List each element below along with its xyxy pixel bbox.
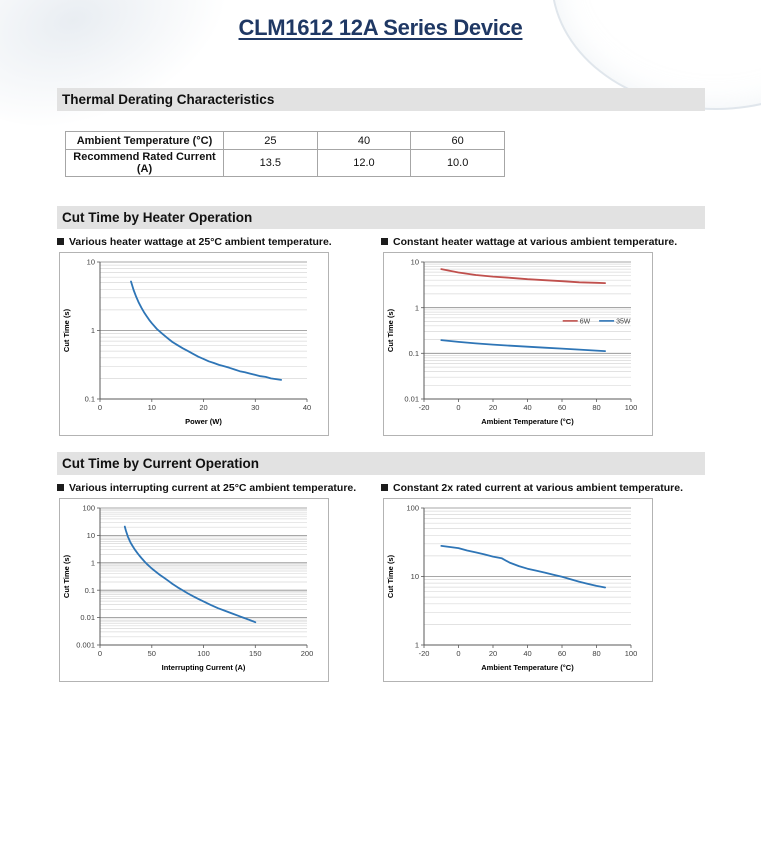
table-row: Ambient Temperature (°C) 25 40 60 [65,131,505,150]
svg-text:0.1: 0.1 [409,349,419,358]
svg-text:10: 10 [411,258,419,267]
current-operation-chart-row: Various interrupting current at 25°C amb… [57,481,705,682]
svg-text:1: 1 [415,641,419,650]
section-heading-text: Cut Time by Heater Operation [62,210,253,225]
chart-caption-text: Constant 2x rated current at various amb… [393,481,683,494]
chart-interrupting-current: 0.001 0.01 0.1 1 10 100 0 50 100 150 200 Interrupti… [59,498,329,682]
section-heading-heater-operation: Cut Time by Heater Operation [57,206,705,229]
heater-operation-chart-row: Various heater wattage at 25°C ambient t… [57,235,705,436]
chart-heater-ambient: 0.01 0.1 1 10 -20 0 20 40 60 80 100 6W 35W Ambient Te… [383,252,653,436]
svg-text:100: 100 [625,649,638,658]
table-cell: 25 [223,131,318,150]
svg-text:Power (W): Power (W) [185,417,222,426]
svg-text:10: 10 [87,258,95,267]
svg-text:40: 40 [523,403,531,412]
square-bullet-icon [381,238,388,245]
svg-text:80: 80 [592,403,600,412]
table-row-label: Recommend Rated Current (A) [65,149,224,177]
table-row: Recommend Rated Current (A) 13.5 12.0 10.0 [65,149,505,177]
svg-text:0.1: 0.1 [85,395,95,404]
svg-text:Interrupting Current (A): Interrupting Current (A) [162,663,246,672]
svg-text:Ambient Temperature (°C): Ambient Temperature (°C) [481,663,574,672]
square-bullet-icon [57,484,64,491]
svg-text:-20: -20 [419,649,430,658]
svg-text:10: 10 [87,531,95,540]
svg-text:0: 0 [98,403,102,412]
chart-caption-text: Various interrupting current at 25°C amb… [69,481,357,494]
chart-heater-wattage-svg: 0.1 1 10 0 10 20 30 40 Power (W) Cut Time (s) [62,258,311,426]
svg-text:1: 1 [91,326,95,335]
table-row-label: Ambient Temperature (°C) [65,131,224,150]
svg-text:0.001: 0.001 [76,641,95,650]
section-heading-text: Thermal Derating Characteristics [62,92,275,107]
svg-text:Cut Time (s): Cut Time (s) [386,308,395,352]
chart-rated-current-ambient-svg: 1 10 100 -20 0 20 40 60 80 100 Ambient Temperature… [386,504,638,672]
section-heading-text: Cut Time by Current Operation [62,456,260,471]
svg-text:-20: -20 [419,403,430,412]
svg-text:Ambient Temperature (°C): Ambient Temperature (°C) [481,417,574,426]
page-content: Thermal Derating Characteristics Ambient… [57,88,705,682]
svg-text:40: 40 [303,403,311,412]
svg-text:6W: 6W [580,319,591,326]
table-cell: 40 [316,131,412,150]
chart-caption-heater-wattage: Various heater wattage at 25°C ambient t… [57,235,381,248]
heater-wattage-chart-column: Various heater wattage at 25°C ambient t… [57,235,381,436]
svg-text:Cut Time (s): Cut Time (s) [386,554,395,598]
svg-text:0.01: 0.01 [80,613,95,622]
svg-text:0: 0 [456,649,460,658]
interrupting-current-chart-column: Various interrupting current at 25°C amb… [57,481,381,682]
thermal-derating-table: Ambient Temperature (°C) 25 40 60 Recommend … [65,131,505,177]
svg-text:Cut Time (s): Cut Time (s) [62,308,71,352]
table-cell: 10.0 [410,149,505,177]
svg-text:100: 100 [625,403,638,412]
svg-text:0.01: 0.01 [404,395,419,404]
heater-ambient-chart-column: Constant heater wattage at various ambie… [381,235,705,436]
svg-text:1: 1 [415,303,419,312]
svg-text:60: 60 [558,649,566,658]
svg-text:200: 200 [301,649,314,658]
chart-heater-wattage: 0.1 1 10 0 10 20 30 40 Power (W) Cut Time (s) [59,252,329,436]
chart-heater-ambient-svg: 0.01 0.1 1 10 -20 0 20 40 60 80 100 6W 35W Ambient Te… [386,258,638,426]
svg-text:0: 0 [98,649,102,658]
svg-text:30: 30 [251,403,259,412]
svg-text:20: 20 [199,403,207,412]
chart-rated-current-ambient: 1 10 100 -20 0 20 40 60 80 100 Ambient Temperature… [383,498,653,682]
rated-current-ambient-chart-column: Constant 2x rated current at various amb… [381,481,705,682]
square-bullet-icon [381,484,388,491]
thermal-derating-table-body: Ambient Temperature (°C) 25 40 60 Recommend … [65,131,505,177]
section-heading-current-operation: Cut Time by Current Operation [57,452,705,475]
svg-text:40: 40 [523,649,531,658]
svg-text:100: 100 [197,649,210,658]
svg-text:10: 10 [411,572,419,581]
section-heading-thermal-derating: Thermal Derating Characteristics [57,88,705,111]
table-cell: 60 [410,131,505,150]
svg-text:10: 10 [148,403,156,412]
svg-text:80: 80 [592,649,600,658]
svg-text:20: 20 [489,649,497,658]
page-title: CLM1612 12A Series Device [238,15,523,40]
chart-interrupting-current-svg: 0.001 0.01 0.1 1 10 100 0 50 100 150 200 Interrupti… [62,504,314,672]
svg-text:0.1: 0.1 [85,586,95,595]
svg-text:100: 100 [406,504,419,513]
svg-text:20: 20 [489,403,497,412]
svg-text:100: 100 [82,504,95,513]
svg-text:150: 150 [249,649,262,658]
svg-text:50: 50 [148,649,156,658]
table-cell: 12.0 [316,149,412,177]
svg-text:0: 0 [456,403,460,412]
chart-caption-heater-ambient: Constant heater wattage at various ambie… [381,235,705,248]
chart-caption-text: Constant heater wattage at various ambie… [393,235,678,248]
chart-caption-rated-current-ambient: Constant 2x rated current at various amb… [381,481,705,494]
chart-caption-text: Various heater wattage at 25°C ambient t… [69,235,332,248]
chart-caption-interrupting-current: Various interrupting current at 25°C amb… [57,481,381,494]
svg-text:35W: 35W [616,319,631,326]
table-cell: 13.5 [223,149,318,177]
svg-text:60: 60 [558,403,566,412]
svg-text:1: 1 [91,558,95,567]
svg-text:Cut Time (s): Cut Time (s) [62,554,71,598]
square-bullet-icon [57,238,64,245]
